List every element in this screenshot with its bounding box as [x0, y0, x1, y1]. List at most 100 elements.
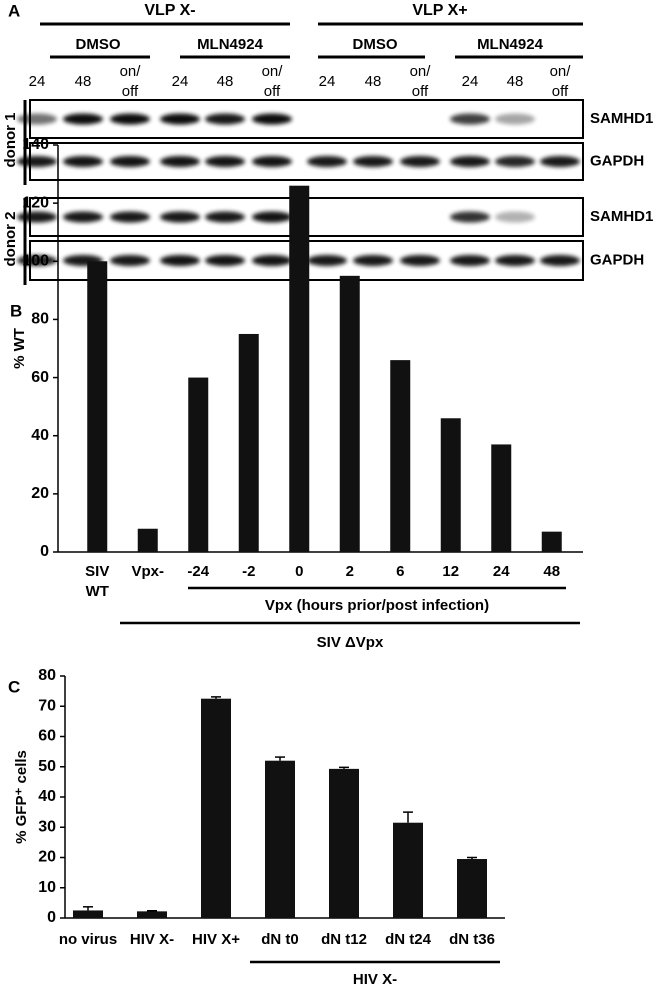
lane-label: on/	[262, 63, 284, 80]
row-label: SAMHD1	[590, 110, 653, 127]
blot-band	[160, 255, 200, 266]
blot-band	[110, 113, 150, 125]
lane-label: 48	[217, 73, 234, 90]
x-tick-label: -24	[187, 563, 210, 580]
bar	[541, 531, 562, 552]
y-tick-label: 0	[40, 543, 49, 560]
group-label: VLP X-	[144, 2, 195, 19]
x-tick-label: 24	[492, 563, 510, 580]
row-label: GAPDH	[590, 152, 644, 169]
bar	[188, 377, 209, 552]
lane-label: off	[122, 83, 139, 100]
bar	[73, 910, 103, 918]
y-tick-label: 0	[47, 909, 56, 926]
blot-band	[540, 156, 580, 167]
bar	[491, 444, 512, 552]
blot-band	[400, 255, 440, 266]
y-tick-label: 10	[38, 879, 56, 896]
x-tick-label: 0	[295, 563, 304, 580]
bracket-label: Vpx (hours prior/post infection)	[265, 597, 489, 614]
bar	[393, 822, 423, 918]
blot-band	[252, 255, 292, 266]
bar	[87, 261, 108, 552]
y-tick-label: 120	[22, 194, 49, 211]
x-tick-label: SIV WT	[85, 563, 110, 600]
x-tick-label: HIV X+	[192, 931, 240, 948]
blot-band	[252, 211, 292, 223]
blot-band	[205, 211, 245, 223]
row-label: GAPDH	[590, 251, 644, 268]
treatment-label: DMSO	[76, 36, 121, 53]
bar	[201, 698, 231, 918]
lane-label: 48	[75, 73, 92, 90]
bar	[137, 528, 158, 552]
group-label: VLP X+	[412, 2, 467, 19]
lane-label: on/	[550, 63, 572, 80]
y-tick-label: 40	[38, 788, 56, 805]
y-tick-label: 20	[38, 849, 56, 866]
treatment-label: MLN4924	[197, 36, 264, 53]
lane-label: 24	[319, 73, 336, 90]
y-tick-label: 100	[22, 253, 49, 270]
blot-band	[353, 255, 393, 266]
bar	[137, 911, 167, 918]
blot-band	[110, 255, 150, 266]
lane-label: off	[264, 83, 281, 100]
x-tick-label: 48	[543, 563, 561, 580]
x-tick-label: dN t24	[385, 931, 431, 948]
y-tick-label: 70	[38, 697, 56, 714]
bar	[390, 360, 411, 552]
bar	[339, 275, 360, 552]
blot-band	[450, 156, 490, 167]
x-tick-label: 2	[345, 563, 354, 580]
blot-band	[495, 156, 535, 167]
bracket-label: HIV X-	[353, 971, 397, 988]
blot-band	[450, 255, 490, 266]
bracket-label: SIV ΔVpx	[317, 634, 384, 651]
panel-label: C	[8, 677, 20, 696]
blot-band	[205, 255, 245, 266]
y-tick-label: 80	[38, 667, 56, 684]
lane-label: 48	[365, 73, 382, 90]
blot-band	[160, 113, 200, 125]
treatment-label: DMSO	[353, 36, 398, 53]
treatment-label: MLN4924	[477, 36, 544, 53]
lane-label: on/	[120, 63, 142, 80]
lane-label: on/	[410, 63, 432, 80]
y-axis-label: % GFP⁺ cells	[13, 750, 30, 844]
bar	[289, 185, 310, 552]
x-tick-label: HIV X-	[129, 931, 175, 948]
bar	[457, 859, 487, 918]
x-tick-label: dN t12	[321, 931, 367, 948]
y-axis-label: % WT	[11, 328, 28, 369]
y-tick-label: 30	[38, 818, 56, 835]
lane-label: 24	[172, 73, 189, 90]
bar	[265, 760, 295, 918]
x-tick-label: dN t0	[261, 931, 299, 948]
bar	[440, 418, 461, 552]
blot-band	[450, 211, 490, 223]
x-tick-label: -2	[242, 563, 256, 580]
blot-band	[307, 156, 347, 167]
bar	[238, 333, 259, 552]
x-tick-label: 6	[396, 563, 405, 580]
lane-label: 48	[507, 73, 524, 90]
panel-label: B	[10, 301, 22, 320]
y-tick-label: 40	[31, 427, 49, 444]
y-tick-label: 20	[31, 485, 49, 502]
x-tick-label: 12	[442, 563, 460, 580]
lane-label: 24	[29, 73, 46, 90]
lane-label: off	[412, 83, 429, 100]
blot-band	[495, 211, 535, 223]
blot-band	[160, 211, 200, 223]
blot-band	[205, 113, 245, 125]
lane-label: off	[552, 83, 569, 100]
lane-label: 24	[462, 73, 479, 90]
blot-band	[540, 255, 580, 266]
x-tick-label: dN t36	[449, 931, 495, 948]
blot-band	[17, 255, 57, 266]
donor-label: donor 1	[2, 113, 19, 168]
x-tick-label: Vpx-	[131, 563, 164, 580]
